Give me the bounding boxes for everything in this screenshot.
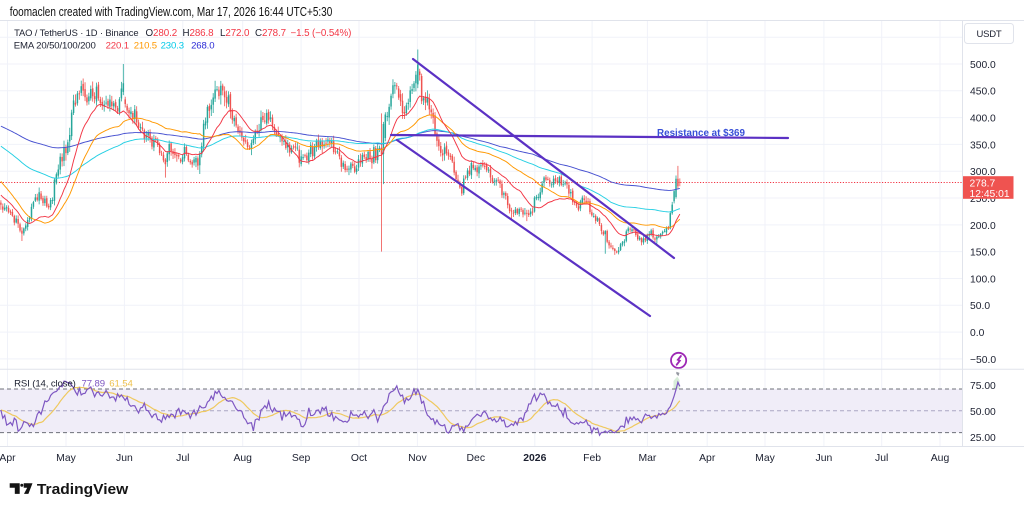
svg-text:Jun: Jun	[816, 453, 833, 464]
svg-text:250.0: 250.0	[970, 194, 996, 205]
svg-text:Apr: Apr	[699, 453, 716, 464]
svg-text:−50.0: −50.0	[970, 355, 996, 366]
svg-text:Sep: Sep	[292, 453, 311, 464]
svg-text:278.7: 278.7	[970, 178, 996, 189]
svg-text:150.0: 150.0	[970, 248, 996, 259]
svg-text:Nov: Nov	[408, 453, 427, 464]
svg-text:25.00: 25.00	[970, 433, 996, 444]
svg-text:200.0: 200.0	[970, 221, 996, 232]
svg-text:Aug: Aug	[931, 453, 950, 464]
svg-text:75.00: 75.00	[970, 381, 996, 392]
svg-text:350.0: 350.0	[970, 140, 996, 151]
svg-text:500.0: 500.0	[970, 60, 996, 71]
svg-text:TradingView: TradingView	[37, 482, 129, 498]
svg-text:50.00: 50.00	[970, 407, 996, 418]
svg-text:50.0: 50.0	[970, 301, 990, 312]
svg-text:12:45:01: 12:45:01	[970, 189, 1010, 200]
svg-text:May: May	[56, 453, 76, 464]
svg-text:2026: 2026	[523, 453, 546, 464]
svg-text:USDT: USDT	[976, 29, 1001, 40]
svg-text:foomaclen created with Trading: foomaclen created with TradingView.com, …	[10, 4, 333, 19]
svg-text:Dec: Dec	[467, 453, 485, 464]
svg-text:Oct: Oct	[351, 453, 367, 464]
svg-text:Apr: Apr	[0, 453, 16, 464]
svg-text:Feb: Feb	[583, 453, 601, 464]
svg-text:450.0: 450.0	[970, 87, 996, 98]
svg-text:300.0: 300.0	[970, 167, 996, 178]
svg-text:May: May	[755, 453, 775, 464]
svg-text:Jul: Jul	[176, 453, 189, 464]
svg-text:0.0: 0.0	[970, 328, 985, 339]
svg-text:Mar: Mar	[638, 453, 656, 464]
svg-text:TAO / TetherUS · 1D · Binance: TAO / TetherUS · 1D · Binance	[14, 27, 138, 38]
svg-text:Jul: Jul	[875, 453, 888, 464]
svg-text:100.0: 100.0	[970, 274, 996, 285]
svg-text:400.0: 400.0	[970, 114, 996, 125]
svg-text:Jun: Jun	[116, 453, 133, 464]
svg-text:Resistance at $369: Resistance at $369	[657, 127, 745, 139]
svg-text:Aug: Aug	[233, 453, 252, 464]
